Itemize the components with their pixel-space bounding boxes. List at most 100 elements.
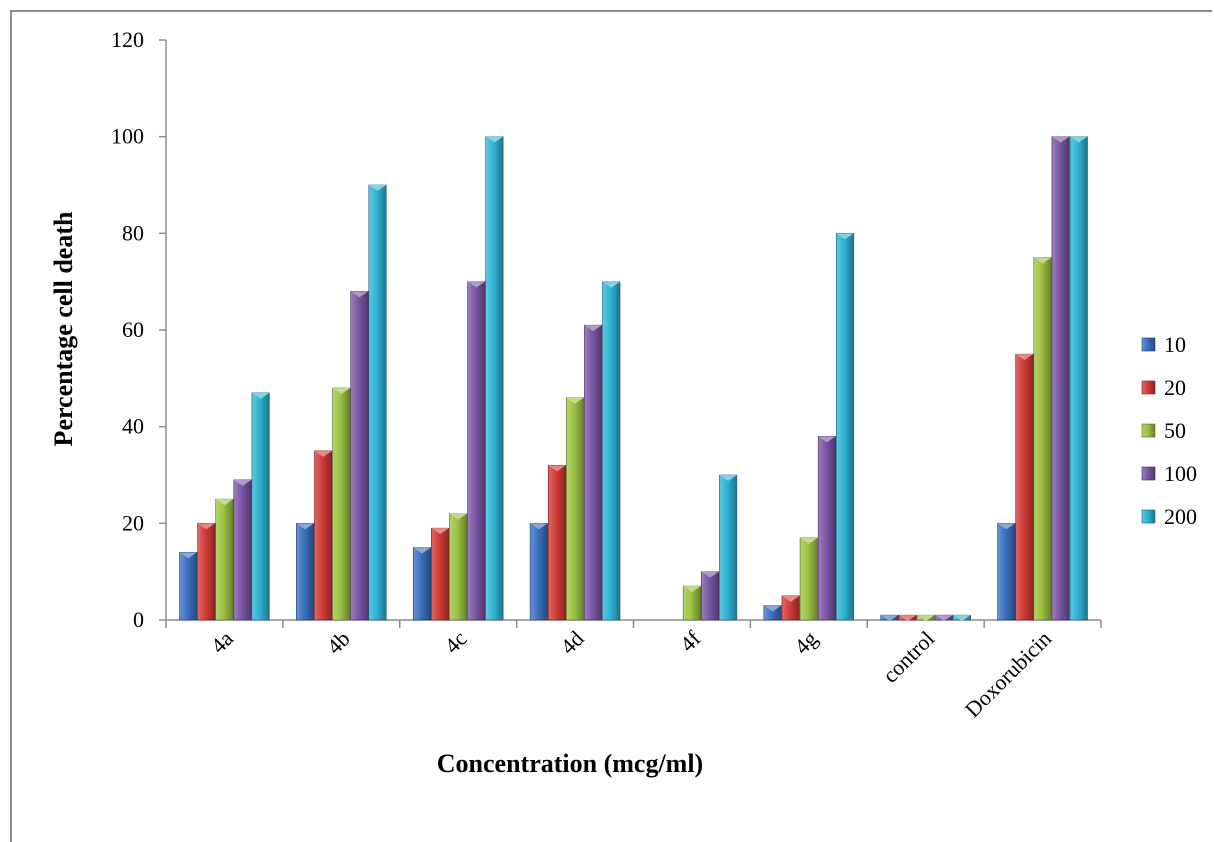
legend-swatch — [1141, 423, 1156, 438]
bar-cap — [683, 586, 701, 593]
bar — [215, 498, 234, 621]
bar — [431, 527, 450, 621]
bar-cap — [332, 388, 351, 394]
chart-frame — [10, 10, 1212, 842]
bar — [602, 281, 621, 621]
bar-cap — [566, 397, 584, 404]
bar-cap — [701, 571, 719, 578]
x-axis-title: Concentration (mcg/ml) — [437, 749, 703, 778]
bar-cap — [1051, 136, 1070, 143]
bar-cap — [548, 465, 566, 472]
bar-cap — [368, 185, 387, 191]
bar — [529, 523, 548, 621]
bar-cap — [935, 615, 953, 622]
bar — [1051, 136, 1070, 621]
y-tick-label: 20 — [122, 510, 144, 535]
bar-cap — [719, 475, 737, 481]
legend: 10 20 50 100 200 — [1141, 332, 1197, 529]
x-axis: 4a 4b 4c 4d 4f 4g control Doxorubicin — [165, 619, 1102, 722]
legend-swatch — [1141, 380, 1156, 395]
bar — [997, 523, 1016, 621]
legend-label: 100 — [1164, 461, 1197, 486]
bar-cap — [800, 537, 818, 544]
bar-cap — [953, 615, 971, 622]
bar-cap — [997, 523, 1016, 530]
y-axis-title: Percentage cell death — [49, 211, 78, 446]
bar-cap — [898, 615, 917, 622]
legend-swatch — [1141, 337, 1156, 352]
bar — [584, 324, 603, 621]
bar-cap — [485, 136, 504, 143]
bar — [332, 387, 351, 621]
bar-cap — [179, 552, 197, 559]
bar — [368, 184, 387, 621]
bar — [350, 291, 369, 621]
bar-cap — [1015, 354, 1034, 361]
bar-cap — [431, 528, 449, 535]
bar — [197, 523, 216, 621]
bar-cap — [251, 392, 270, 399]
bar-cap — [763, 605, 782, 612]
bar — [566, 397, 585, 621]
y-tick-label: 40 — [122, 414, 144, 439]
y-tick-label: 80 — [122, 220, 144, 245]
legend-swatch — [1141, 509, 1156, 524]
y-axis: 0 20 40 60 80 100 120 — [111, 27, 167, 632]
y-tick-label: 120 — [111, 27, 144, 52]
bar-cap — [1070, 136, 1088, 143]
bar — [314, 450, 333, 621]
bar — [799, 537, 818, 621]
bar — [547, 465, 567, 621]
bar — [485, 136, 504, 621]
bar — [296, 523, 315, 621]
bar-cap — [916, 615, 935, 622]
legend-label: 50 — [1164, 418, 1186, 443]
x-tick-label: 4a — [206, 626, 239, 659]
bar-cap — [781, 595, 800, 602]
bar-cap — [880, 615, 899, 622]
bar-cap — [530, 523, 548, 530]
x-tick-label: Doxorubicin — [960, 626, 1056, 722]
y-tick-label: 60 — [122, 317, 144, 342]
bars — [179, 136, 1088, 622]
bar-cap — [1033, 257, 1052, 264]
bar-cap — [413, 547, 431, 554]
bar — [1015, 353, 1034, 621]
bar-cap — [467, 281, 486, 288]
bar-cap — [449, 513, 467, 520]
bar — [1069, 136, 1088, 621]
bar-cap — [233, 479, 252, 486]
y-tick-label: 0 — [133, 607, 144, 632]
bar-cap — [296, 523, 314, 530]
y-tick-label: 100 — [111, 124, 144, 149]
bar-cap — [197, 523, 216, 530]
legend-label: 20 — [1164, 375, 1186, 400]
x-tick-label: 4d — [555, 626, 588, 659]
legend-swatch — [1141, 466, 1156, 481]
bar — [179, 552, 198, 621]
x-tick-label: 4b — [322, 626, 355, 659]
bar — [251, 392, 270, 621]
bar-cap — [584, 325, 602, 332]
bar-cap — [836, 233, 854, 240]
bar — [1033, 257, 1052, 621]
x-tick-label: 4g — [789, 626, 822, 659]
bar — [449, 513, 468, 621]
x-tick-label: control — [877, 626, 939, 688]
legend-label: 200 — [1164, 504, 1197, 529]
bar — [835, 233, 855, 621]
bar — [233, 479, 252, 621]
x-tick-label: 4f — [675, 625, 706, 656]
bar-cap — [350, 291, 369, 298]
bar — [467, 281, 486, 621]
bar-cap — [215, 499, 234, 506]
bar — [700, 571, 720, 621]
bar — [817, 436, 836, 621]
bar-cap — [818, 436, 836, 443]
bar — [719, 474, 738, 621]
bar-cap — [602, 281, 621, 288]
x-tick-label: 4c — [439, 626, 472, 659]
bar-cap — [314, 450, 332, 457]
legend-label: 10 — [1164, 332, 1186, 357]
